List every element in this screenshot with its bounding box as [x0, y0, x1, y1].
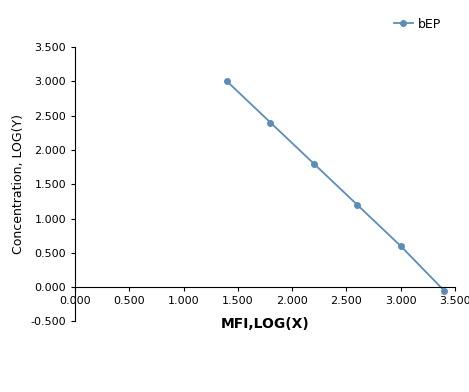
bEP — [398, 243, 403, 249]
Y-axis label: Concentration, LOG(Y): Concentration, LOG(Y) — [12, 114, 25, 254]
bEP — [441, 288, 447, 293]
bEP — [355, 202, 360, 207]
Legend: bEP: bEP — [394, 18, 441, 31]
bEP — [311, 162, 317, 166]
Line: bEP: bEP — [224, 78, 447, 293]
bEP — [268, 120, 273, 125]
X-axis label: MFI,LOG(X): MFI,LOG(X) — [220, 317, 310, 331]
bEP — [224, 79, 230, 84]
